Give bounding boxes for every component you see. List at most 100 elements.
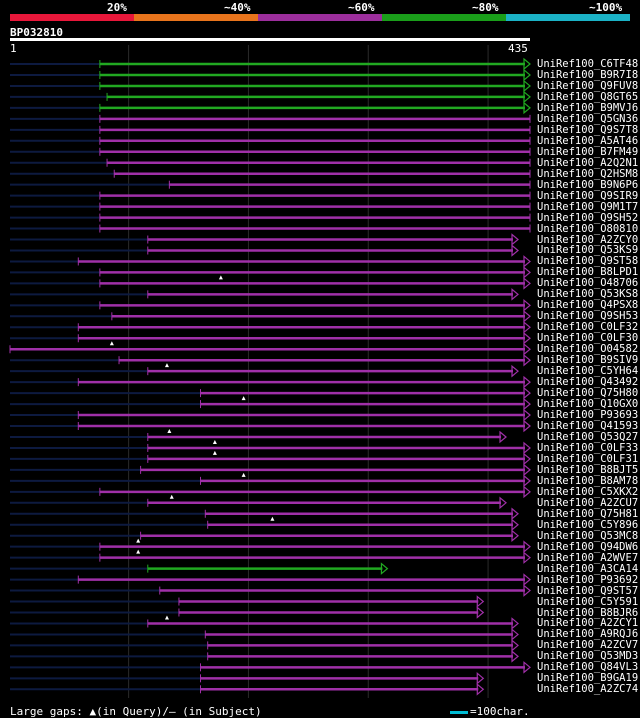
hit-arrow: [523, 540, 531, 553]
gap-marker: [212, 450, 217, 455]
hit-label[interactable]: UniRef100_A5AT46: [537, 134, 639, 147]
hit-label[interactable]: UniRef100_O04582: [537, 343, 639, 356]
scale-label: ~60%: [348, 1, 375, 14]
hit-label[interactable]: UniRef100_B9N6P6: [537, 178, 639, 191]
hit-label[interactable]: UniRef100_B8BJT5: [537, 463, 639, 476]
hit-arrow: [523, 452, 531, 466]
hit-label[interactable]: UniRef100_Q53KS9: [537, 244, 639, 257]
scale-label: 20%: [107, 1, 127, 14]
hit-label[interactable]: UniRef100_Q43492: [537, 376, 639, 389]
hit-label[interactable]: UniRef100_B8BJR6: [537, 606, 639, 619]
scale-legend-text: =100char.: [470, 705, 530, 718]
query-id: BP032810: [10, 26, 63, 39]
hit-label[interactable]: UniRef100_Q41593: [537, 420, 639, 432]
hit-arrow: [499, 430, 507, 444]
hit-label[interactable]: UniRef100_Q53MD3: [537, 650, 639, 663]
hit-label[interactable]: UniRef100_Q75H80: [537, 387, 639, 400]
hit-label[interactable]: UniRef100_A2ZCV7: [537, 639, 639, 652]
hit-arrow: [511, 244, 519, 257]
hit-arrow: [511, 617, 519, 630]
hit-arrow: [523, 101, 531, 115]
hit-label[interactable]: UniRef100_B8LPD1: [537, 266, 639, 279]
hit-arrow: [523, 353, 531, 367]
hit-label[interactable]: UniRef100_B8AM78: [537, 474, 639, 487]
hit-label[interactable]: UniRef100_Q8GT65: [537, 90, 639, 103]
hit-label[interactable]: UniRef100_B9GA19: [537, 672, 639, 685]
hit-label[interactable]: UniRef100_C0LF30: [537, 332, 639, 345]
gap-marker: [241, 396, 246, 401]
hit-label[interactable]: UniRef100_C5YH64: [537, 365, 639, 378]
hit-label[interactable]: UniRef100_B9R7I8: [537, 68, 639, 81]
hit-label[interactable]: UniRef100_C5Y896: [537, 518, 639, 531]
hit-label[interactable]: UniRef100_B9MVJ6: [537, 101, 639, 114]
gap-marker: [164, 615, 169, 620]
hit-label[interactable]: UniRef100_Q9SIR9: [537, 189, 639, 202]
hit-label[interactable]: UniRef100_Q53MC8: [537, 529, 639, 542]
hit-arrow: [523, 57, 531, 71]
hit-label[interactable]: UniRef100_C5Y591: [537, 595, 639, 608]
hit-arrow: [511, 628, 519, 641]
hit-label[interactable]: UniRef100_Q4PSX8: [537, 299, 639, 312]
hit-label[interactable]: UniRef100_A2ZCY0: [537, 233, 639, 246]
hit-label[interactable]: UniRef100_Q94DW6: [537, 540, 639, 553]
gap-marker: [212, 439, 217, 444]
hit-label[interactable]: UniRef100_P93693: [537, 409, 639, 422]
hit-label[interactable]: UniRef100_Q5GN36: [537, 112, 639, 125]
hit-label[interactable]: UniRef100_Q9M1T7: [537, 200, 639, 213]
hit-arrow: [523, 584, 531, 597]
hit-label[interactable]: UniRef100_Q9FUV8: [537, 79, 639, 92]
hit-arrow: [511, 639, 519, 652]
hit-label[interactable]: UniRef100_A2ZC74: [537, 683, 639, 696]
hit-label[interactable]: UniRef100_B9SIV9: [537, 354, 639, 367]
hit-label[interactable]: UniRef100_C0LF33: [537, 441, 639, 454]
hit-label[interactable]: UniRef100_Q10GX0: [537, 398, 639, 411]
hit-label[interactable]: UniRef100_C0LF31: [537, 452, 639, 465]
gap-marker: [270, 516, 275, 521]
gap-marker: [169, 494, 174, 499]
gap-marker: [218, 275, 223, 280]
hit-label[interactable]: UniRef100_Q9S7T8: [537, 123, 639, 136]
hit-label[interactable]: UniRef100_A2WVE7: [537, 551, 639, 564]
hit-label[interactable]: UniRef100_O48706: [537, 277, 639, 290]
hit-arrow: [476, 595, 485, 608]
hit-label[interactable]: UniRef100_Q9ST57: [537, 584, 639, 597]
hit-arrow: [523, 310, 531, 323]
scale-segment: [382, 14, 506, 21]
scale-label: ~40%: [224, 1, 251, 14]
hit-label[interactable]: UniRef100_Q75H81: [537, 507, 639, 520]
scale-swatch: [450, 710, 468, 714]
hit-label[interactable]: UniRef100_Q9SH52: [537, 211, 639, 224]
hit-label[interactable]: UniRef100_C5XKX2: [537, 485, 639, 498]
hit-label[interactable]: UniRef100_P93692: [537, 573, 639, 586]
hit-label[interactable]: UniRef100_Q53KS8: [537, 288, 639, 301]
hit-label[interactable]: UniRef100_B7FM49: [537, 145, 639, 158]
scale-segment: [10, 14, 134, 21]
hit-arrow: [523, 485, 531, 499]
hit-label[interactable]: UniRef100_A3CA14: [537, 562, 639, 575]
hit-label[interactable]: UniRef100_Q53Q27: [537, 430, 639, 443]
hit-arrow: [523, 299, 531, 312]
hit-arrow: [523, 463, 531, 477]
hit-label[interactable]: UniRef100_Q2HSM8: [537, 167, 639, 180]
hit-label[interactable]: UniRef100_Q9SH53: [537, 310, 639, 323]
hit-label[interactable]: UniRef100_C0LF32: [537, 321, 639, 334]
hit-label[interactable]: UniRef100_A2Q2N1: [537, 156, 639, 169]
hit-label[interactable]: UniRef100_C6TF48: [537, 58, 639, 70]
hit-label[interactable]: UniRef100_A2ZCY1: [537, 617, 639, 630]
hit-arrow: [523, 320, 531, 334]
gap-marker: [136, 549, 141, 554]
hit-arrow: [511, 650, 519, 663]
hit-arrow: [476, 672, 485, 685]
hit-label[interactable]: UniRef100_A2ZCU7: [537, 496, 639, 509]
gap-marker: [164, 363, 169, 368]
hit-arrow: [499, 496, 507, 510]
ruler-start-label: 1: [10, 42, 17, 55]
hit-label[interactable]: UniRef100_Q9ST58: [537, 255, 639, 268]
hit-arrow: [511, 233, 519, 246]
hit-label[interactable]: UniRef100_Q84VL3: [537, 661, 639, 674]
hit-arrow: [523, 255, 531, 268]
hit-label[interactable]: UniRef100_A9RQJ6: [537, 628, 639, 641]
hit-label[interactable]: UniRef100_O80810: [537, 222, 639, 235]
hit-arrow: [523, 90, 531, 104]
